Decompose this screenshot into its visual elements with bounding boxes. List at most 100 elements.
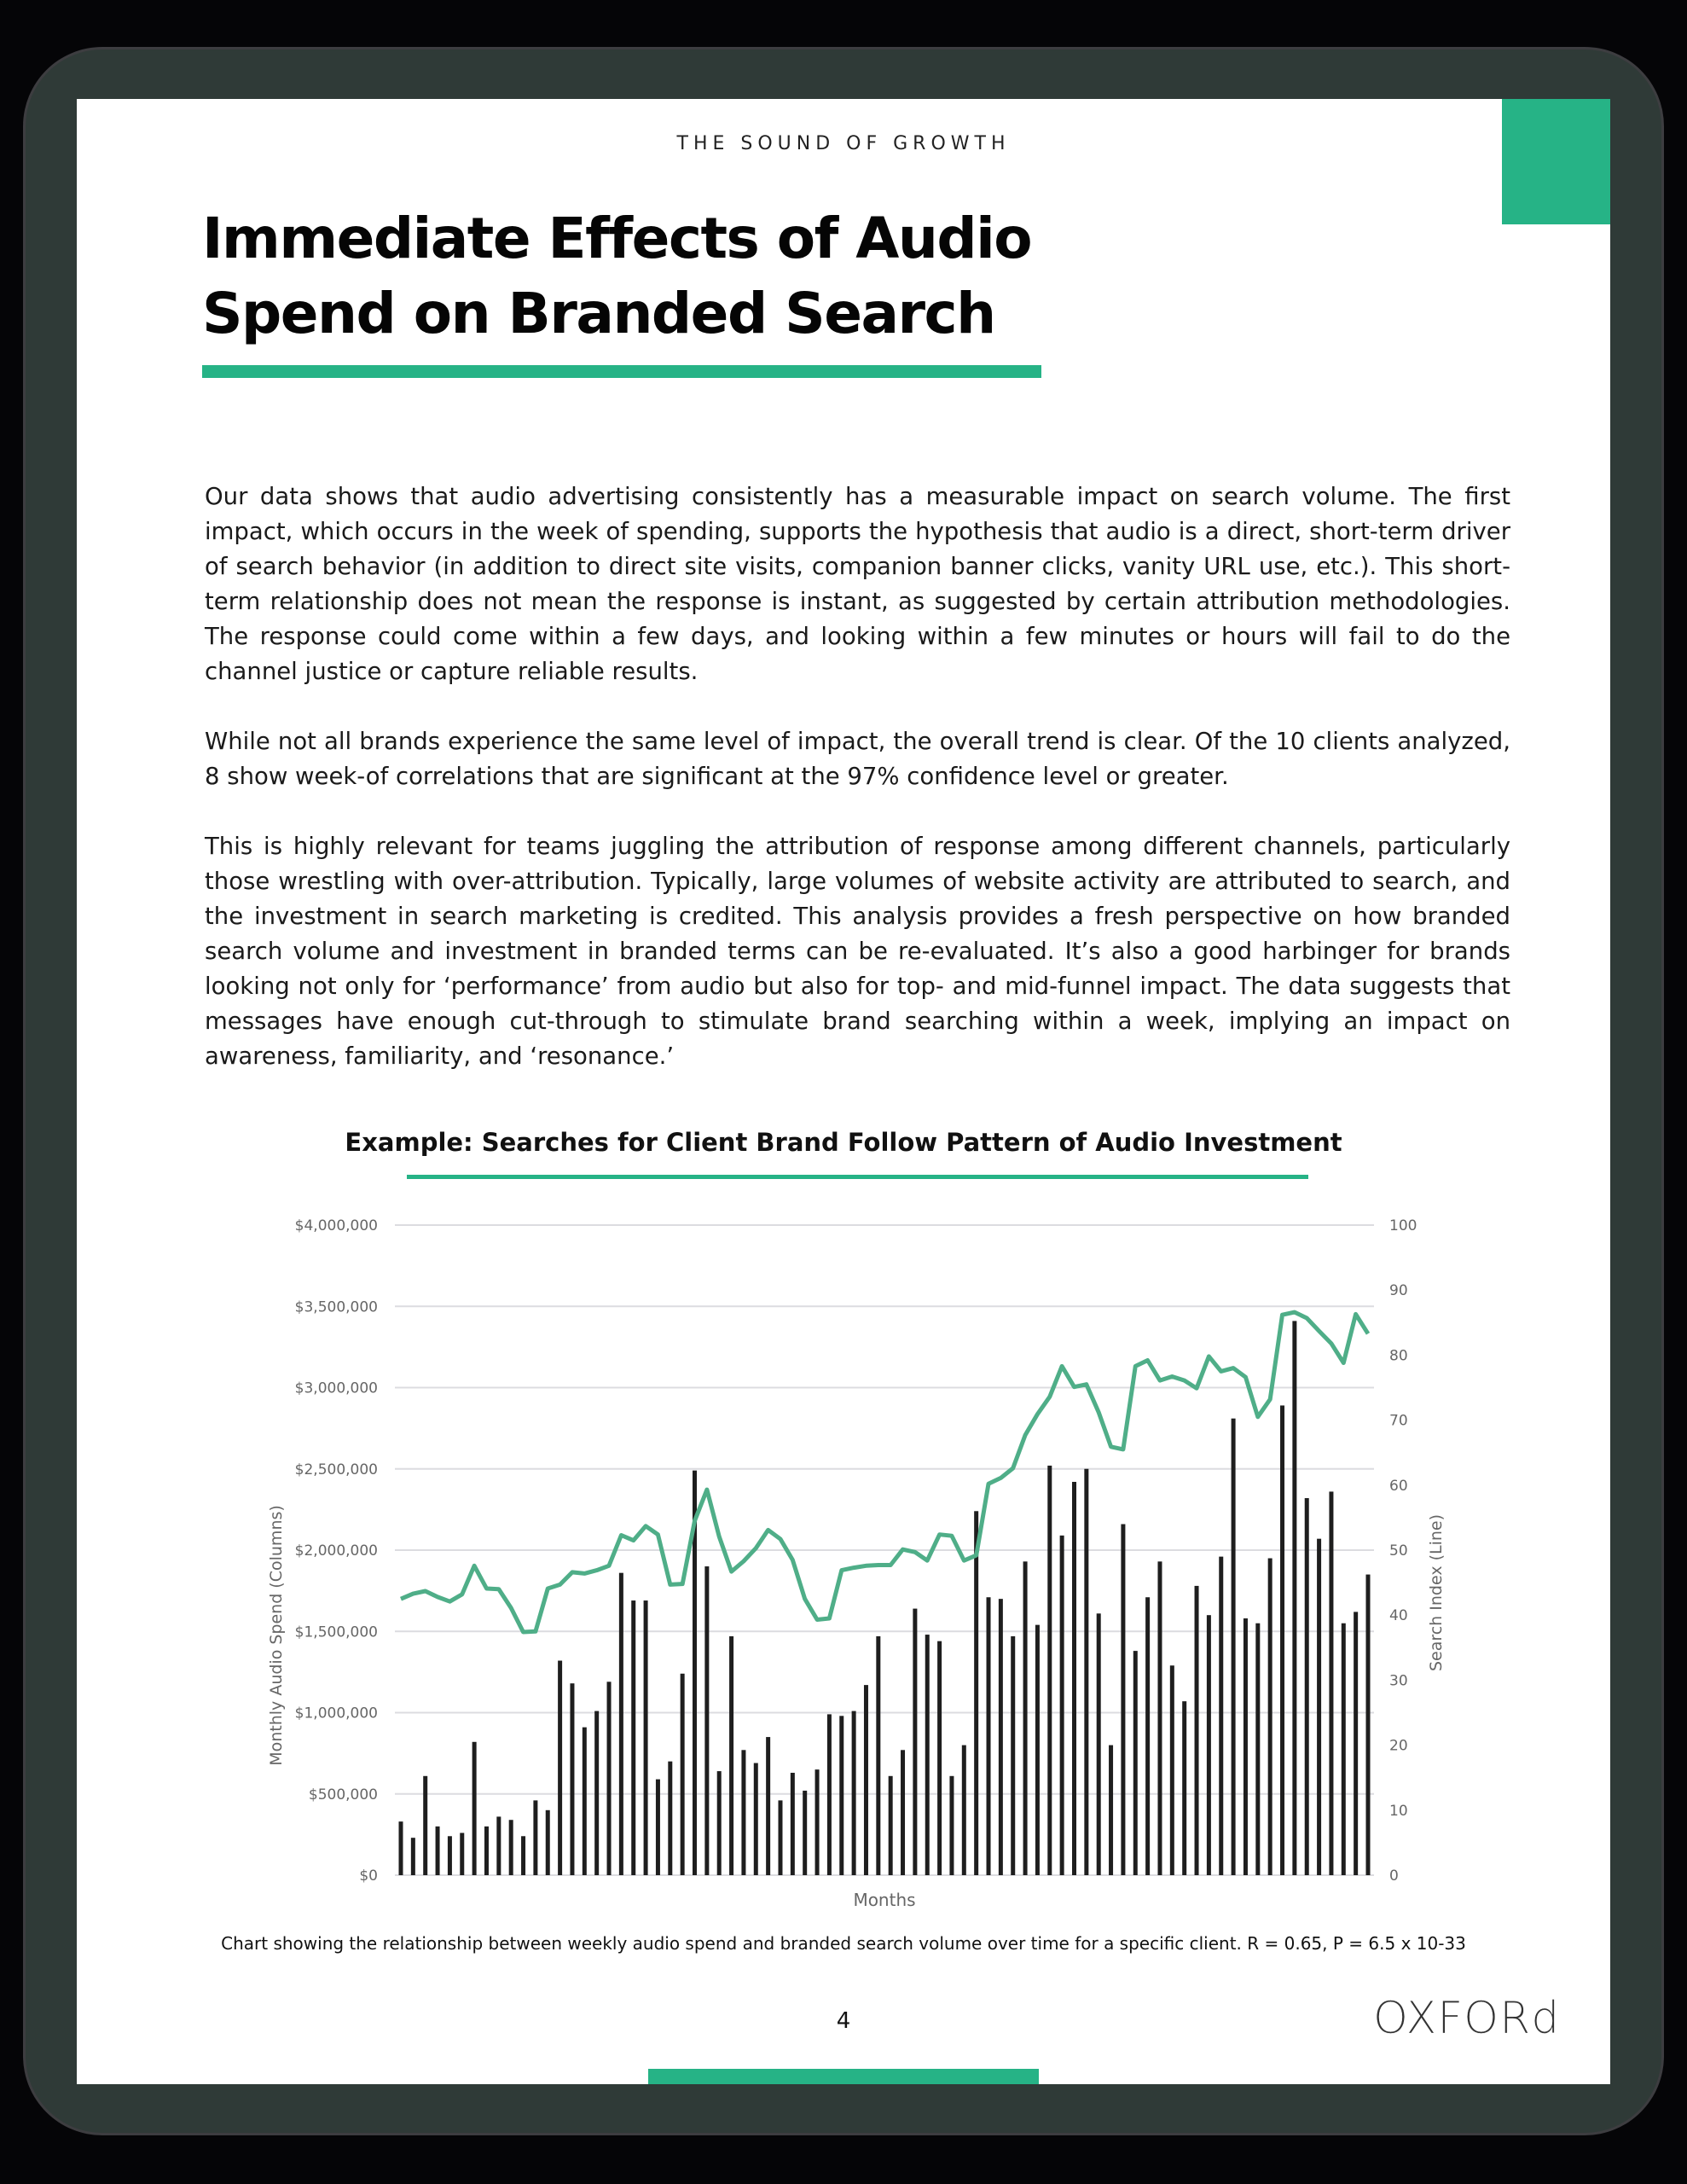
left-tick-label: $2,000,000 xyxy=(295,1542,378,1560)
spend-bar xyxy=(716,1771,722,1875)
spend-bar xyxy=(790,1772,795,1875)
spend-bar xyxy=(1096,1613,1101,1875)
spend-bar xyxy=(1280,1405,1285,1875)
spend-bar xyxy=(1354,1612,1359,1875)
spend-bar xyxy=(1133,1651,1138,1875)
spend-bar xyxy=(876,1635,881,1875)
spend-bar xyxy=(1194,1585,1199,1875)
spend-bar xyxy=(1341,1623,1346,1875)
right-tick-label: 40 xyxy=(1389,1607,1408,1624)
spend-bar xyxy=(570,1683,575,1875)
spend-bar xyxy=(1169,1665,1174,1875)
left-tick-label: $500,000 xyxy=(309,1786,378,1804)
spend-bar xyxy=(533,1800,538,1875)
left-tick-label: $3,500,000 xyxy=(295,1298,378,1316)
spend-bar xyxy=(1182,1701,1187,1875)
right-tick-label: 30 xyxy=(1389,1672,1408,1689)
page-title: Immediate Effects of Audio Spend on Bran… xyxy=(202,201,1140,351)
spend-bar xyxy=(753,1763,758,1875)
spend-bar xyxy=(778,1800,783,1875)
paragraph: While not all brands experience the same… xyxy=(205,728,1510,790)
spend-bar xyxy=(901,1750,906,1875)
spend-bar xyxy=(668,1761,673,1875)
combo-chart: $0 $500,000 $1,000,000 $1,500,000 $2,000,000… xyxy=(267,1217,1446,1910)
left-tick-label: $4,000,000 xyxy=(295,1217,378,1234)
spend-bar xyxy=(888,1775,893,1875)
body-text: Our data shows that audio advertising co… xyxy=(205,479,1510,1109)
spend-bar xyxy=(1267,1558,1272,1875)
paragraph: Our data shows that audio advertising co… xyxy=(205,483,1510,685)
running-header: THE SOUND OF GROWTH xyxy=(676,133,1011,154)
spend-bar xyxy=(508,1820,513,1875)
page-number: 4 xyxy=(836,2008,851,2034)
left-axis-title: Monthly Audio Spend (Columns) xyxy=(267,1505,286,1766)
spend-bar xyxy=(741,1750,746,1875)
spend-bar xyxy=(826,1714,832,1875)
chart-title-underline xyxy=(407,1175,1308,1179)
left-tick-label: $1,500,000 xyxy=(295,1623,378,1641)
left-tick-label: $2,500,000 xyxy=(295,1461,378,1478)
spend-bar xyxy=(913,1608,918,1875)
spend-bar xyxy=(961,1745,966,1875)
paragraph: This is highly relevant for teams juggli… xyxy=(205,833,1510,1070)
spend-bar xyxy=(447,1836,452,1875)
spend-bar xyxy=(1157,1561,1162,1875)
spend-bar xyxy=(545,1809,550,1875)
spend-bar xyxy=(680,1673,685,1875)
spend-bar xyxy=(582,1727,587,1875)
right-tick-label: 0 xyxy=(1389,1867,1399,1885)
spend-bar xyxy=(521,1836,526,1875)
spend-bar xyxy=(1035,1624,1040,1875)
left-tick-label: $3,000,000 xyxy=(295,1380,378,1397)
spend-bar xyxy=(1329,1491,1334,1875)
right-tick-label: 80 xyxy=(1389,1347,1408,1364)
spend-bar xyxy=(949,1775,954,1875)
spend-bar xyxy=(1255,1623,1261,1875)
right-tick-label: 70 xyxy=(1389,1413,1408,1430)
spend-bar xyxy=(472,1741,477,1875)
spend-bar xyxy=(606,1682,612,1875)
right-tick-label: 10 xyxy=(1389,1803,1408,1820)
spend-bar xyxy=(693,1470,698,1875)
spend-bar xyxy=(704,1566,710,1875)
spend-bar xyxy=(1206,1615,1211,1875)
spend-bar xyxy=(1145,1597,1151,1875)
spend-bar xyxy=(558,1660,563,1875)
spend-bar xyxy=(1071,1481,1076,1875)
oxford-logo: OXFORd xyxy=(1373,1993,1561,2044)
spend-bar xyxy=(1317,1538,1322,1875)
corner-accent-block xyxy=(1502,99,1610,224)
spend-bar xyxy=(1365,1574,1371,1875)
left-tick-label: $0 xyxy=(359,1867,378,1885)
title-line-2: Spend on Branded Search xyxy=(202,281,996,346)
spend-bar xyxy=(1292,1321,1297,1875)
spend-bar xyxy=(729,1635,734,1875)
spend-bar xyxy=(496,1816,501,1875)
document-page: THE SOUND OF GROWTH Immediate Effects of… xyxy=(77,99,1610,2084)
left-tick-label: $1,000,000 xyxy=(295,1705,378,1722)
spend-bar xyxy=(1219,1556,1224,1875)
spend-bar xyxy=(925,1635,930,1875)
chart-title: Example: Searches for Client Brand Follo… xyxy=(345,1128,1342,1157)
spend-bar xyxy=(937,1641,942,1875)
spend-bar xyxy=(1243,1618,1248,1875)
right-axis-title: Search Index (Line) xyxy=(1427,1514,1446,1671)
spend-bar xyxy=(643,1600,648,1875)
x-axis-title: Months xyxy=(853,1890,915,1910)
spend-bar xyxy=(460,1833,465,1875)
spend-bar xyxy=(618,1572,623,1875)
spend-bar xyxy=(1109,1745,1114,1875)
title-underline xyxy=(202,365,1041,378)
spend-bar xyxy=(1047,1465,1052,1875)
spend-bar xyxy=(1304,1498,1309,1875)
spend-bar xyxy=(1121,1524,1126,1875)
right-tick-label: 90 xyxy=(1389,1282,1408,1299)
spend-bar xyxy=(986,1597,991,1875)
spend-bar xyxy=(594,1711,600,1875)
right-tick-label: 50 xyxy=(1389,1542,1408,1560)
spend-bar xyxy=(998,1599,1003,1875)
spend-bar xyxy=(631,1600,636,1875)
search-index-line xyxy=(400,1310,1371,1635)
right-tick-label: 100 xyxy=(1389,1217,1417,1234)
chart-caption: Chart showing the relationship between w… xyxy=(221,1933,1466,1954)
